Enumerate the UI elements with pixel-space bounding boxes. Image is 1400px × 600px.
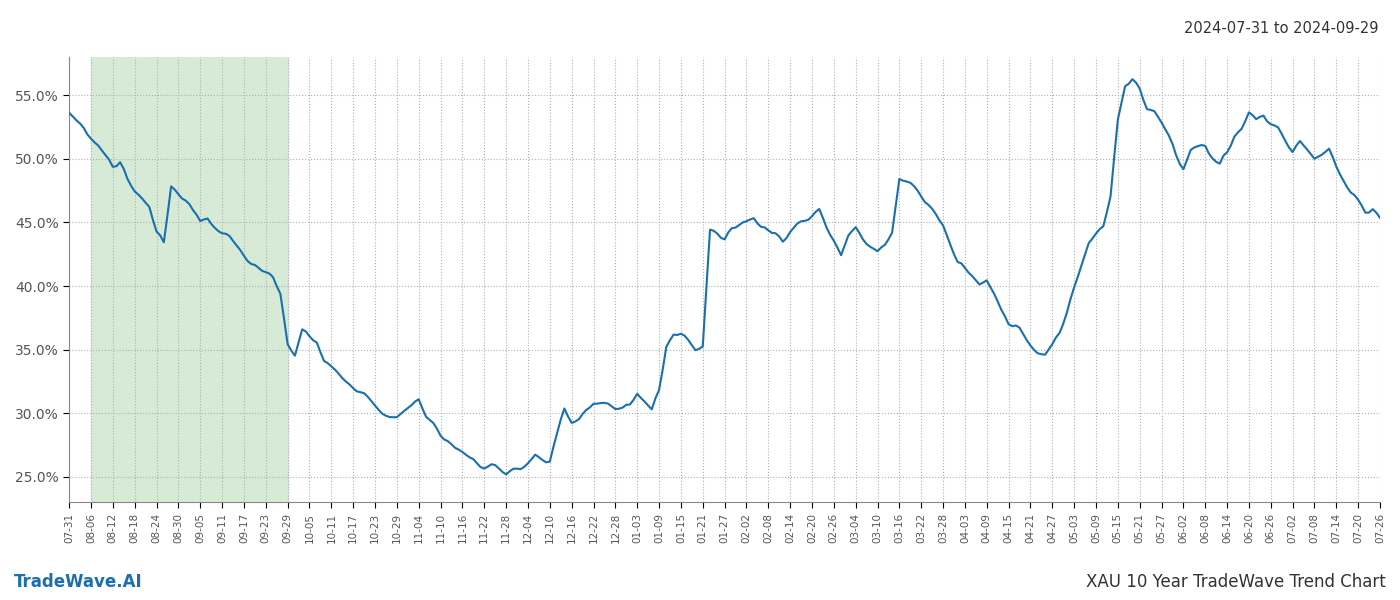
Bar (91, 57, 287, 502)
Text: 2024-07-31 to 2024-09-29: 2024-07-31 to 2024-09-29 (1184, 21, 1379, 36)
Text: TradeWave.AI: TradeWave.AI (14, 573, 143, 591)
Text: XAU 10 Year TradeWave Trend Chart: XAU 10 Year TradeWave Trend Chart (1086, 573, 1386, 591)
